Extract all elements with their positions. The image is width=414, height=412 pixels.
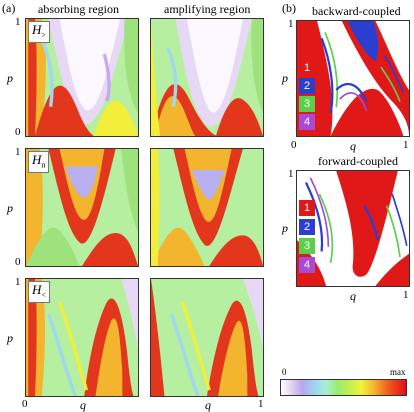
column-title-absorbing: absorbing region — [38, 2, 119, 16]
column-title-amplifying: amplifying region — [164, 2, 251, 16]
y-tick-0-row1: 0 — [15, 126, 21, 138]
hamiltonian-label-less: H< — [28, 281, 50, 303]
x-tick-0-backward: 0 — [291, 139, 297, 151]
x-axis-label-q-right: q — [205, 398, 211, 412]
hamiltonian-subscript: < — [41, 290, 46, 300]
legend-basin-4: 4 — [299, 114, 315, 130]
legend-basin-1: 1 — [299, 200, 315, 216]
x-axis-label-q-forward: q — [350, 289, 356, 303]
y-tick-1-row2: 1 — [15, 146, 21, 158]
basin-panel-backward-coupled — [296, 20, 410, 137]
colorbar-max-label: max — [390, 367, 406, 377]
hamiltonian-label-greater: H> — [28, 21, 50, 43]
colorbar — [280, 379, 407, 396]
forward-coupled-title: forward-coupled — [318, 154, 398, 168]
legend-basin-3: 3 — [299, 96, 315, 112]
hamiltonian-symbol: H — [32, 282, 42, 297]
hamiltonian-subscript: > — [41, 30, 46, 40]
phase-space-panel-h-less-amplifying — [150, 278, 264, 397]
x-tick-1-forward: 1 — [403, 289, 409, 301]
hamiltonian-subscript: n — [41, 160, 46, 170]
legend-basin-2: 2 — [299, 78, 315, 94]
x-tick-0-left: 0 — [22, 398, 28, 410]
y-axis-label-p-row2: p — [7, 201, 13, 215]
backward-coupled-title: backward-coupled — [312, 4, 401, 18]
phase-space-panel-h-greater-amplifying — [150, 18, 264, 137]
y-tick-1-row1: 1 — [15, 16, 21, 28]
x-tick-1-right: 1 — [258, 398, 264, 410]
x-axis-label-q-left: q — [80, 398, 86, 412]
y-axis-label-p-backward: p — [282, 71, 288, 85]
legend-basin-2: 2 — [299, 219, 315, 235]
y-axis-label-p-forward: p — [282, 221, 288, 235]
hamiltonian-symbol: H — [32, 152, 42, 167]
panel-a-label: (a) — [2, 1, 16, 15]
y-tick-1-row3: 1 — [15, 276, 21, 288]
y-axis-label-p-row1: p — [7, 71, 13, 85]
y-axis-label-p-row3: p — [7, 331, 13, 345]
x-tick-1-backward: 1 — [403, 139, 409, 151]
x-axis-label-q-backward: q — [350, 139, 356, 153]
panel-b-label: (b) — [282, 1, 296, 15]
legend-basin-3: 3 — [299, 238, 315, 254]
phase-space-panel-h-n-amplifying — [150, 148, 264, 267]
hamiltonian-symbol: H — [32, 22, 42, 37]
colorbar-min-label: 0 — [282, 367, 287, 377]
y-tick-0-row2: 0 — [15, 256, 21, 268]
y-tick-1-backward: 1 — [288, 18, 294, 30]
basin-panel-forward-coupled — [296, 170, 410, 287]
y-tick-1-forward: 1 — [288, 168, 294, 180]
hamiltonian-label-n: Hn — [28, 151, 50, 173]
legend-basin-1: 1 — [299, 60, 315, 76]
legend-basin-4: 4 — [299, 257, 315, 273]
